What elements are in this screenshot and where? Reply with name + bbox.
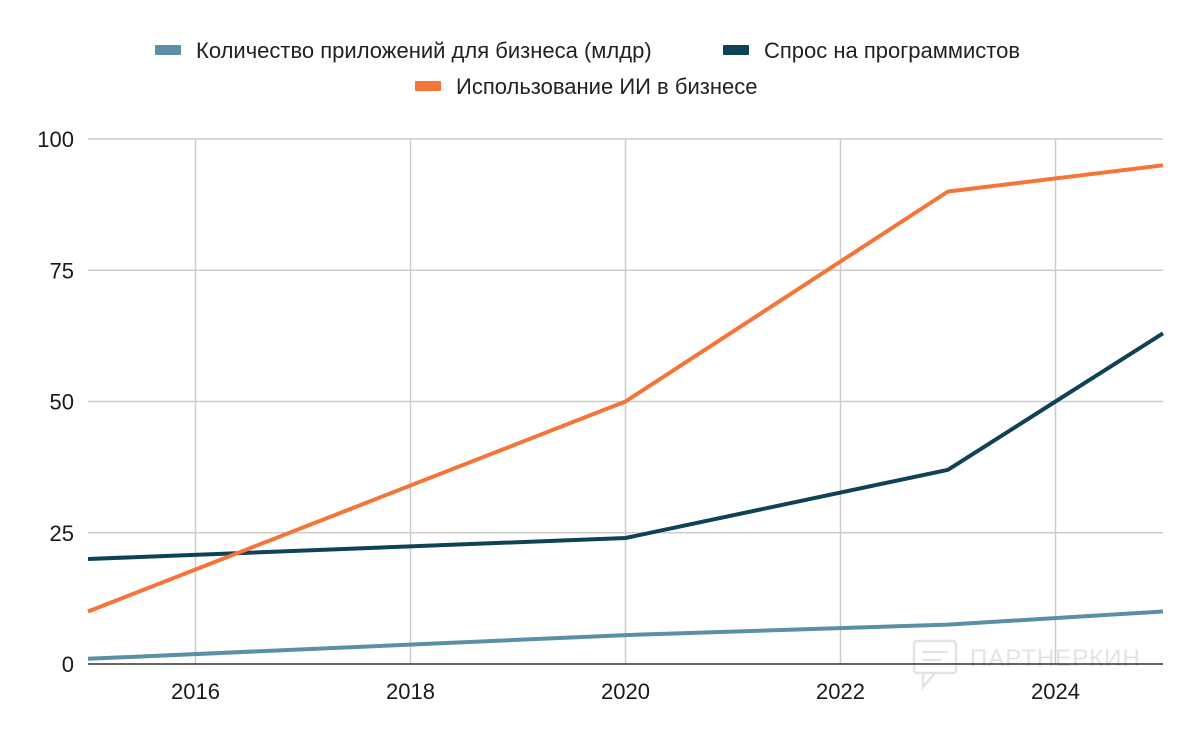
watermark-text: ПАРТНЕРКИН [970, 645, 1141, 672]
watermark: ПАРТНЕРКИН [912, 639, 1141, 691]
y-tick-label: 25 [50, 521, 74, 546]
axes: 0 25 50 75 100 2016 2018 2020 2022 2024 [37, 127, 1163, 704]
series-line-3 [87, 163, 1164, 614]
x-tick-label: 2016 [171, 679, 220, 704]
legend-label-2: Спрос на программистов [764, 38, 1020, 63]
legend-label-3: Использование ИИ в бизнесе [456, 74, 757, 99]
legend-label-1: Количество приложений для бизнеса (млдр) [196, 38, 652, 63]
y-tick-label: 50 [50, 390, 74, 415]
legend-swatch-1 [155, 45, 181, 55]
legend-swatch-3 [415, 81, 441, 91]
y-tick-label: 0 [62, 652, 74, 677]
y-tick-label: 75 [50, 258, 74, 283]
series-line-1 [87, 609, 1164, 661]
series-lines [87, 163, 1165, 661]
legend: Количество приложений для бизнеса (млдр)… [155, 38, 1020, 99]
legend-swatch-2 [723, 45, 749, 55]
series-line-2 [87, 331, 1165, 561]
x-tick-label: 2018 [386, 679, 435, 704]
x-tick-label: 2022 [816, 679, 865, 704]
x-tick-label: 2020 [601, 679, 650, 704]
x-tick-label: 2024 [1031, 679, 1080, 704]
chat-bubble-icon [912, 639, 958, 691]
y-tick-label: 100 [37, 127, 74, 152]
